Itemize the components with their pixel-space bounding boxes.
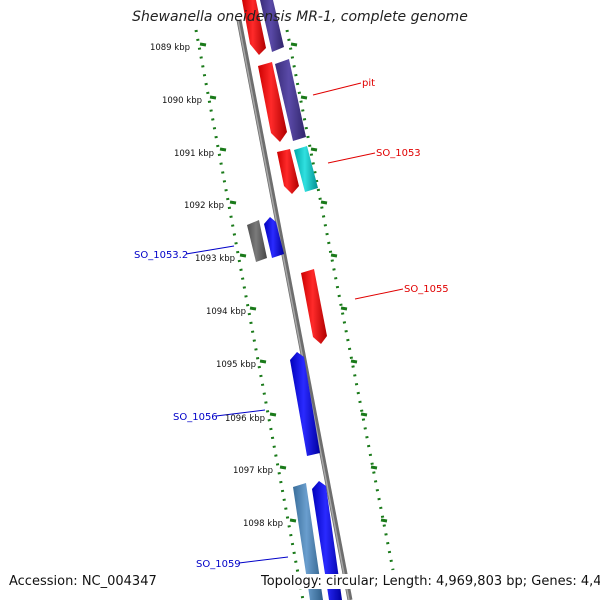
tick-label: 1091 kbp <box>174 149 214 159</box>
leader-so1053-2 <box>185 245 235 255</box>
ruler-ticks-left <box>199 42 297 523</box>
tick-mark <box>290 42 298 47</box>
gene-blue-so1056[interactable] <box>290 352 320 456</box>
tick-label: 1094 kbp <box>206 307 246 317</box>
topology-label: Topology: circular; Length: 4,969,803 bp… <box>261 574 600 589</box>
leader-pit <box>312 82 362 96</box>
map-title: Shewanella oneidensis MR-1, complete gen… <box>132 9 468 25</box>
gene-label-so1059[interactable]: SO_1059 <box>196 559 241 570</box>
gene-red-so1053-left[interactable] <box>277 149 299 194</box>
tick-label: 1096 kbp <box>225 414 265 424</box>
gene-gray-so1053-2[interactable] <box>247 220 267 262</box>
tick-mark <box>219 147 227 152</box>
gene-labels: pit SO_1053 SO_1053.2 SO_1055 SO_1056 SO… <box>134 78 449 570</box>
ruler-tick-labels: 1089 kbp 1090 kbp 1091 kbp 1092 kbp 1093… <box>150 43 283 529</box>
gene-blue-1098[interactable] <box>312 481 342 600</box>
ruler-track-left <box>194 29 305 600</box>
gene-label-so1056[interactable]: SO_1056 <box>173 412 218 423</box>
tick-label: 1089 kbp <box>150 43 190 53</box>
gene-purple-1088[interactable] <box>260 0 284 52</box>
tick-label: 1093 kbp <box>195 254 235 264</box>
tick-label: 1092 kbp <box>184 201 224 211</box>
leader-so1055 <box>354 288 404 300</box>
tick-mark <box>239 253 247 258</box>
gene-red-1088[interactable] <box>242 0 266 55</box>
gene-label-leaders <box>185 82 404 564</box>
tick-mark <box>209 95 217 100</box>
tick-mark <box>229 200 237 205</box>
gene-label-so1053-2[interactable]: SO_1053.2 <box>134 250 188 261</box>
tick-mark <box>340 306 348 311</box>
tick-mark <box>330 253 338 258</box>
gene-cyan-so1053[interactable] <box>294 146 318 192</box>
leader-so1056 <box>215 409 266 417</box>
tick-mark <box>380 518 388 523</box>
tick-mark <box>269 412 277 417</box>
leader-so1053 <box>327 152 376 164</box>
tick-mark <box>259 359 267 364</box>
tick-label: 1097 kbp <box>233 466 273 476</box>
tick-mark <box>370 465 378 470</box>
accession-label: Accession: NC_004347 <box>9 574 157 589</box>
gene-label-pit[interactable]: pit <box>362 78 375 89</box>
gene-steel-so1059[interactable] <box>293 483 323 600</box>
tick-mark <box>249 306 257 311</box>
gene-purple-pit[interactable] <box>275 59 306 141</box>
gene-label-so1055[interactable]: SO_1055 <box>404 284 449 295</box>
gene-label-so1053[interactable]: SO_1053 <box>376 148 421 159</box>
gene-red-so1055[interactable] <box>301 269 327 344</box>
tick-mark <box>300 95 308 100</box>
tick-mark <box>360 412 368 417</box>
tick-label: 1098 kbp <box>243 519 283 529</box>
tick-mark <box>320 200 328 205</box>
tick-mark <box>199 42 207 47</box>
gene-red-pit-left[interactable] <box>258 62 287 142</box>
leader-so1059 <box>238 556 289 564</box>
tick-mark <box>289 518 297 523</box>
tick-mark <box>279 465 287 470</box>
genome-backbone <box>236 19 353 600</box>
tick-label: 1090 kbp <box>162 96 202 106</box>
ruler-track-right <box>285 29 395 571</box>
gene-blue-1093[interactable] <box>264 217 284 258</box>
tick-label: 1095 kbp <box>216 360 256 370</box>
tick-mark <box>350 359 358 364</box>
tick-mark <box>310 147 318 152</box>
ruler-ticks-right <box>290 42 388 523</box>
